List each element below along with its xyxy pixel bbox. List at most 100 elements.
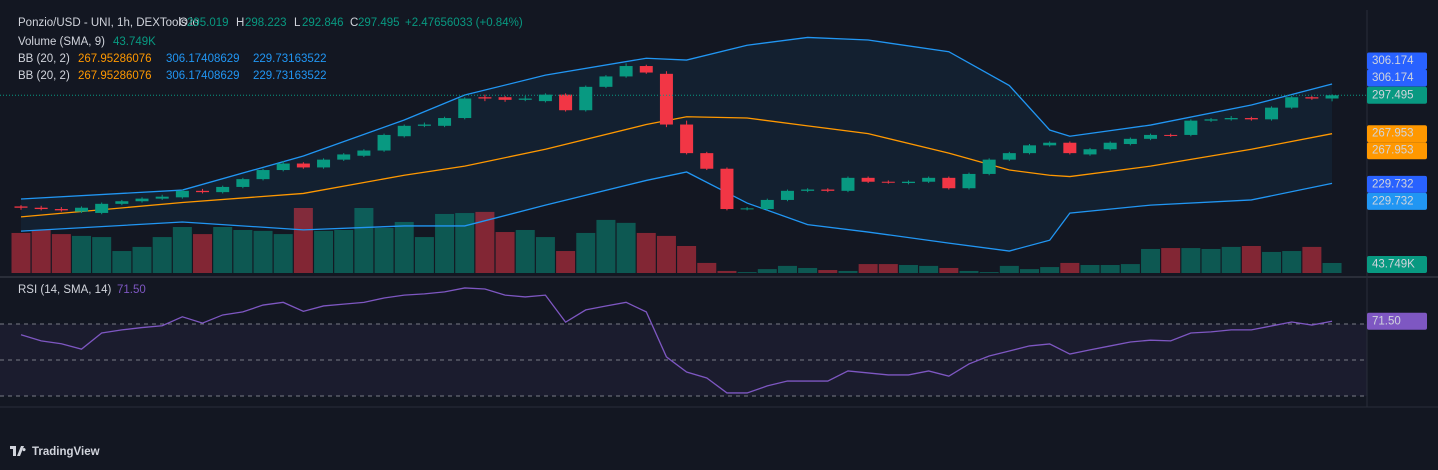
bb-basis: 267.95286076 [78,53,152,65]
price-tag [1367,52,1427,70]
bb-name: BB (20, 2) [18,70,70,82]
candle-body [75,207,89,212]
candle-body [377,134,391,151]
candle-body [498,97,512,100]
candle-body [196,190,210,193]
volume-bar [656,235,676,273]
footer-logo[interactable]: TradingView [10,446,100,458]
price-tag-label: 267.953 [1372,128,1414,140]
volume-bar [858,264,878,273]
ohlc-key: L [294,17,301,29]
candle-body [438,118,452,126]
volume-bar [697,262,717,273]
volume-bar [374,227,394,273]
volume-bar [495,232,515,273]
candle-body [357,150,371,156]
volume-bar [152,237,172,273]
candle-body [538,94,552,102]
candle-body [1083,149,1097,155]
volume-bar [11,232,31,273]
volume-bar [293,208,313,273]
volume-bar [939,267,959,273]
volume-bar [979,272,999,273]
volume-bar [898,264,918,273]
bb-upper [20,36,1333,200]
ohlc-key: C [350,17,358,29]
volume-bar [1100,264,1120,273]
volume-value: 43.749K [113,36,156,48]
volume-bar [314,230,334,273]
volume-bar [475,211,495,273]
candle-body [14,206,28,208]
ohlc-value: 295.019 [187,17,229,29]
candle-body [276,163,290,171]
bb-lower [20,171,1333,252]
price-tag-label: 229.732 [1372,195,1414,207]
candle-body [1043,142,1057,146]
volume-bar [576,232,596,273]
candle-body [841,177,855,191]
volume-bar [798,267,818,273]
candle-body [115,201,129,204]
volume-bar [777,265,797,273]
volume-bar [213,226,233,273]
footer-text: TradingView [32,446,100,458]
price-tag [1367,312,1427,330]
candle-body [700,153,714,169]
volume-bar [515,229,535,273]
volume-bar [233,229,253,273]
candle-body [1123,138,1137,145]
bb-fill [21,37,1333,252]
candle-body [901,181,915,184]
candle-body [982,159,996,174]
bb-basis [20,116,1333,218]
volume-bar [1080,264,1100,273]
price-tag-label: 297.495 [1372,89,1414,101]
volume-bar [616,222,636,273]
bb-upper: 306.17408629 [166,53,240,65]
ohlc-value: 292.846 [302,17,344,29]
candle-body [296,163,310,168]
candle-body [720,168,734,210]
candle-body [155,196,169,199]
candle-body [1285,97,1299,108]
volume-bar [1141,248,1161,273]
price-tag [1367,256,1427,273]
candle-body [1265,107,1279,120]
candle-body [317,159,331,168]
price-tag [1367,86,1427,104]
change: +2.47656033 (+0.84%) [405,17,523,29]
candle-body [962,173,976,189]
volume-bar [193,234,213,273]
price-tag-label: 229.732 [1372,178,1414,190]
price-tags: 306.174 306.174 297.495 267.953 267.953 229.7… [1367,52,1427,330]
bb-upper: 306.17408629 [166,70,240,82]
volume-bar [717,270,737,273]
volume-bar [51,234,71,273]
candle-body [1224,118,1238,120]
volume-bar [1181,248,1201,273]
rsi-line [20,287,1333,394]
candle-body [34,207,48,210]
price-tag [1367,142,1427,160]
volume-bar [253,230,273,273]
candle-body [881,181,895,183]
candle-body [821,189,835,191]
volume-bar [1322,262,1342,273]
candle-body [942,177,956,189]
candle-body [861,177,875,182]
volume-bar [677,245,697,273]
candle-body [256,170,270,180]
legend-bb: BB (20, 2) 267.95286076 306.17408629 229… [18,70,327,82]
legend-volume: Volume (SMA, 9) 43.749K [18,36,156,48]
volume-bar [132,246,152,273]
volume-bar [334,229,354,273]
legend-rsi: RSI (14, SMA, 14) 71.50 [18,284,146,296]
volume-bar [1120,264,1140,273]
volume-bar [737,272,757,273]
volume-bar [92,237,112,273]
candle-body [760,199,774,210]
volume-bar [838,270,858,273]
candle-body [639,66,653,73]
